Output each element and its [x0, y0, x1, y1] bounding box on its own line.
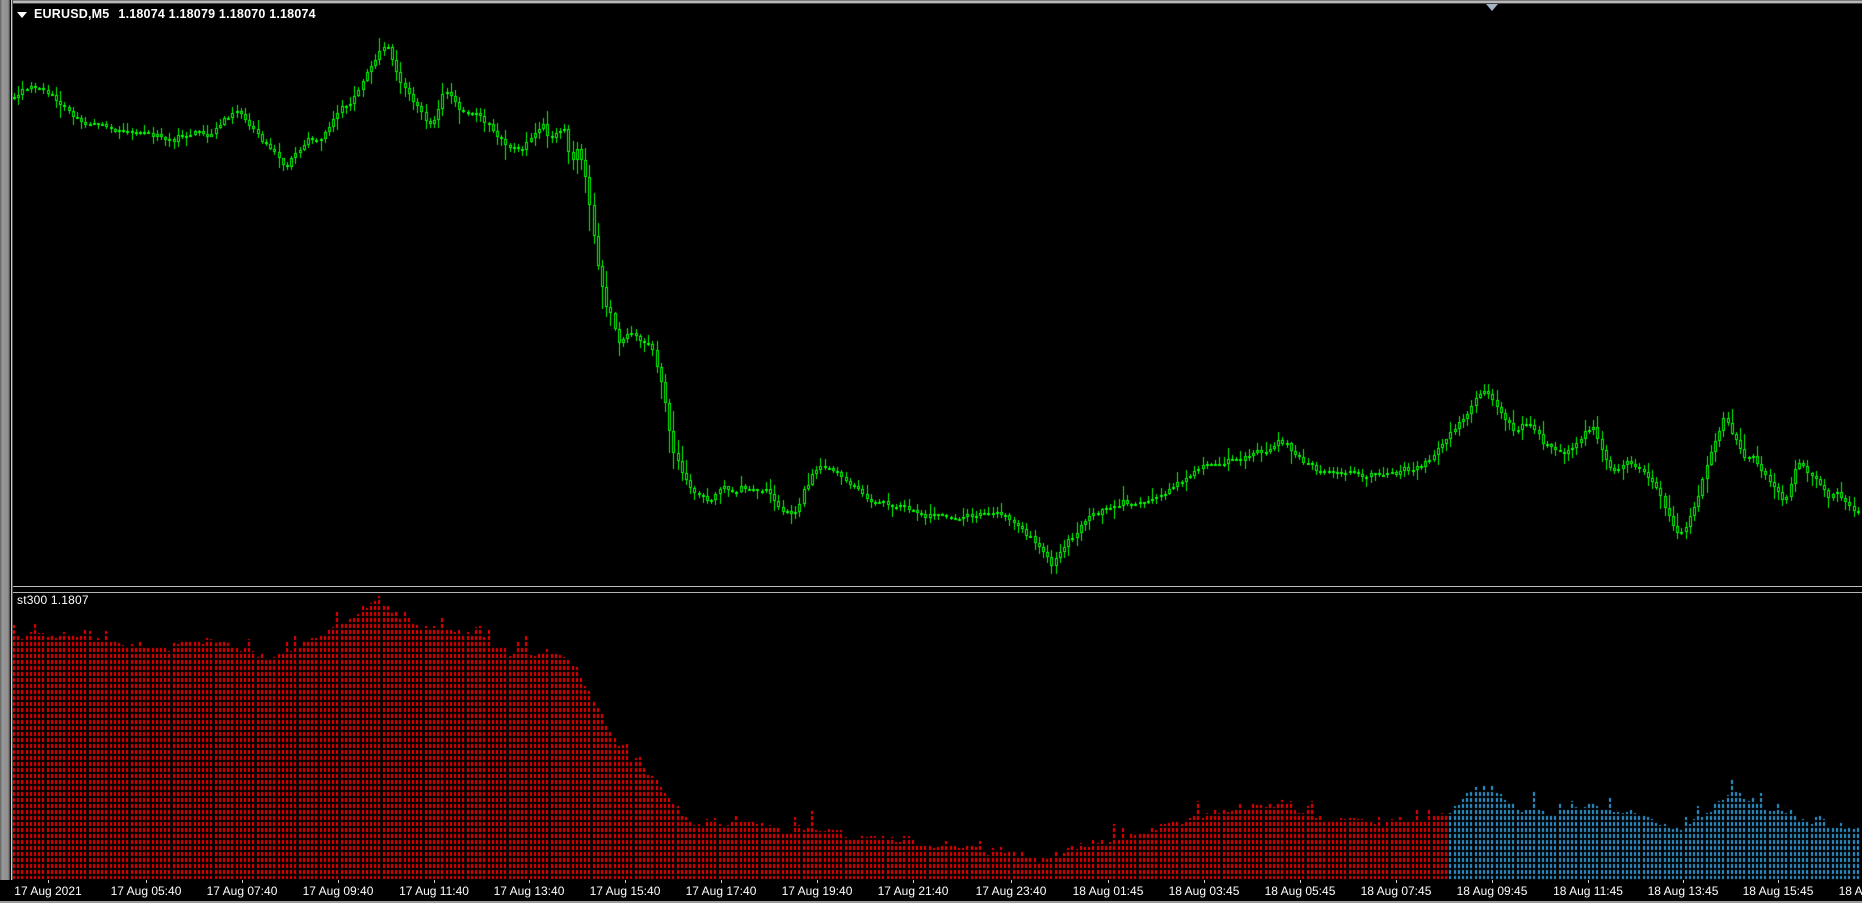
time-axis-label: 17 Aug 2021	[14, 884, 82, 898]
time-axis-label: 17 Aug 09:40	[302, 884, 374, 898]
time-axis-label: 18 Aug 13:45	[1647, 884, 1719, 898]
axis-tick	[434, 880, 435, 883]
indicator-label: st300 1.1807	[17, 593, 89, 607]
time-axis-label: 18 Aug 01:45	[1072, 884, 1144, 898]
axis-tick	[625, 880, 626, 883]
time-axis-label: 17 Aug 11:40	[399, 884, 469, 898]
window-left-border	[0, 0, 13, 903]
axis-tick	[1108, 880, 1109, 883]
time-axis-label: 18 Aug 05:45	[1264, 884, 1336, 898]
time-axis-label: 17 Aug 17:40	[685, 884, 757, 898]
time-axis-label: 17 Aug 23:40	[975, 884, 1047, 898]
window-top-border	[0, 0, 1862, 4]
axis-tick	[1683, 880, 1684, 883]
axis-tick	[338, 880, 339, 883]
time-axis-label: 18 Aug 17:45	[1838, 884, 1862, 898]
axis-tick	[1300, 880, 1301, 883]
axis-tick	[48, 880, 49, 883]
chart-header: EURUSD,M5 1.18074 1.18079 1.18070 1.1807…	[17, 7, 316, 21]
axis-tick	[146, 880, 147, 883]
axis-tick	[1492, 880, 1493, 883]
time-axis-label: 18 Aug 03:45	[1168, 884, 1240, 898]
axis-tick	[1778, 880, 1779, 883]
price-chart-canvas[interactable]	[13, 4, 1862, 586]
time-axis-label: 17 Aug 21:40	[877, 884, 949, 898]
axis-tick	[1396, 880, 1397, 883]
time-axis-label: 17 Aug 05:40	[110, 884, 182, 898]
time-axis-label: 18 Aug 07:45	[1360, 884, 1432, 898]
time-axis[interactable]: 17 Aug 2021 17 Aug 05:40 17 Aug 07:40 17 Au…	[0, 880, 1862, 901]
axis-tick	[1011, 880, 1012, 883]
axis-tick	[242, 880, 243, 883]
symbol-dropdown-icon[interactable]	[17, 11, 27, 18]
axis-tick	[1204, 880, 1205, 883]
indicator-histogram-canvas[interactable]	[13, 591, 1862, 880]
time-axis-label: 17 Aug 19:40	[781, 884, 853, 898]
symbol-timeframe-label: EURUSD,M5	[34, 7, 110, 21]
axis-tick	[913, 880, 914, 883]
axis-tick	[529, 880, 530, 883]
time-axis-label: 18 Aug 11:45	[1553, 884, 1623, 898]
axis-tick	[1588, 880, 1589, 883]
pane-divider[interactable]	[13, 586, 1862, 593]
time-axis-label: 17 Aug 07:40	[206, 884, 278, 898]
chart-shift-marker-icon[interactable]	[1486, 4, 1498, 11]
time-axis-label: 18 Aug 09:45	[1456, 884, 1528, 898]
axis-tick	[721, 880, 722, 883]
time-axis-label: 18 Aug 15:45	[1742, 884, 1814, 898]
ohlc-values: 1.18074 1.18079 1.18070 1.18074	[118, 7, 316, 21]
time-axis-label: 17 Aug 13:40	[493, 884, 565, 898]
time-axis-label: 17 Aug 15:40	[589, 884, 661, 898]
axis-tick	[817, 880, 818, 883]
